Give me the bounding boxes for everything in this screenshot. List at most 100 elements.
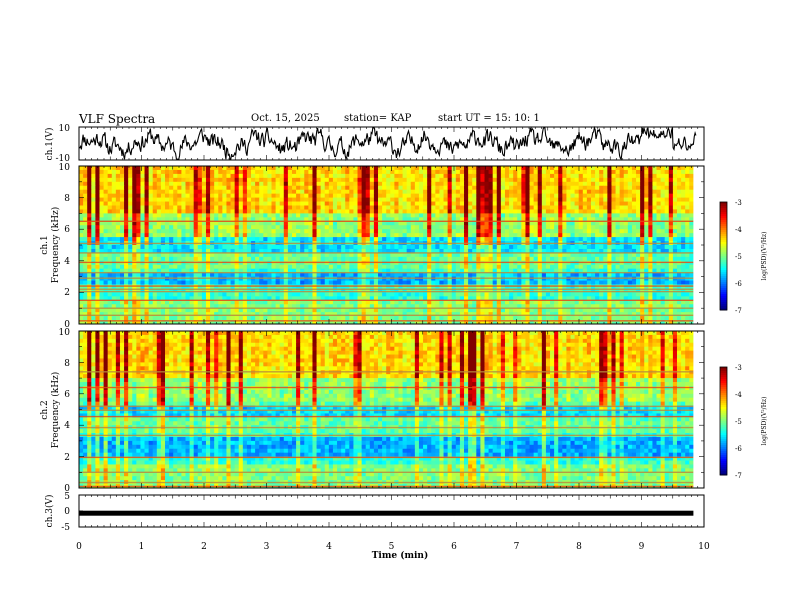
ch1-spectrogram-plot-cell	[476, 256, 481, 262]
ch1-spectrogram-plot-cell	[177, 256, 182, 262]
ch1-spectrogram-plot-cell	[214, 225, 219, 230]
ch1-spectrogram-plot-cell	[197, 272, 203, 277]
ch1-spectrogram-plot-cell	[353, 272, 358, 277]
ch1-spectrogram-plot-cell	[361, 173, 367, 179]
ch1-spectrogram-plot-cell	[644, 209, 649, 214]
ch1-spectrogram-plot-cell	[296, 173, 301, 179]
ch1-spectrogram-plot-cell	[316, 166, 322, 171]
ch1-spectrogram-plot-cell	[529, 221, 535, 226]
ch1-spectrogram-plot-cell	[676, 185, 682, 191]
ch1-spectrogram-plot-cell	[480, 233, 485, 238]
ch1-spectrogram-plot-cell	[537, 233, 543, 238]
ch1-spectrogram-plot-cell	[341, 201, 346, 206]
ch1-spectrogram-plot-cell	[365, 177, 371, 183]
ch1-spectrogram-plot-cell	[664, 169, 670, 175]
ch1-spectrogram-plot-cell	[640, 185, 645, 191]
ch1-spectrogram-plot-cell	[464, 264, 469, 270]
ch1-spectrogram-plot-cell	[488, 229, 494, 234]
ch1-spectrogram-plot-cell	[226, 177, 231, 183]
ch1-spectrogram-plot-cell	[238, 217, 244, 222]
ch1-spectrogram-plot-cell	[488, 185, 494, 191]
ch1-spectrogram-plot-cell	[99, 185, 104, 191]
ch1-spectrogram-plot-cell	[255, 197, 260, 202]
ch1-spectrogram-plot-cell	[648, 213, 653, 218]
ch1-spectrogram-plot-cell	[676, 225, 682, 230]
ch1-spectrogram-plot-cell	[660, 205, 666, 210]
ch1-spectrogram-plot-cell	[91, 173, 96, 179]
ch1-spectrogram-plot-cell	[644, 201, 649, 206]
ch1-spectrogram-plot-cell	[312, 189, 317, 195]
ch1-spectrogram-plot-cell	[337, 256, 342, 262]
ch1-spectrogram-plot-cell	[525, 177, 530, 183]
ch1-spectrogram-plot-cell	[660, 173, 666, 179]
ch1-spectrogram-plot-cell	[386, 217, 391, 222]
ch1-spectrogram-plot-cell	[492, 205, 498, 210]
ch1-spectrogram-plot-cell	[185, 221, 190, 226]
ch1-spectrogram-plot-cell	[578, 189, 584, 195]
ch1-spectrogram-plot-cell	[267, 268, 272, 274]
ch1-spectrogram-plot-cell	[365, 229, 371, 234]
ch1-spectrogram-plot-cell	[144, 205, 150, 210]
ch1-spectrogram-plot-cell	[390, 264, 395, 270]
ch1-spectrogram-plot-cell	[468, 201, 473, 206]
ch1-spectrogram-plot-cell	[369, 166, 375, 171]
ch1-spectrogram-plot-cell	[140, 189, 145, 195]
ch1-spectrogram-plot-cell	[513, 213, 518, 218]
ch1-spectrogram-plot-cell	[599, 280, 604, 285]
ch1-spectrogram-plot-cell	[386, 225, 391, 230]
ch1-spectrogram-plot-cell	[83, 193, 88, 198]
ch1-spectrogram-plot-cell	[160, 201, 166, 206]
ch1-spectrogram-plot-cell	[574, 197, 580, 202]
ch1-spectrogram-plot-cell	[468, 248, 473, 254]
ch1-spectrogram-plot-cell	[128, 237, 133, 242]
ch1-spectrogram-plot-cell	[402, 248, 408, 254]
ch1-spectrogram-plot-cell	[378, 280, 383, 285]
ch1-spectrogram-plot-cell	[349, 177, 354, 183]
ch1-spectrogram-plot-cell	[152, 209, 158, 214]
ch1-spectrogram-plot-cell	[464, 197, 469, 202]
ch1-spectrogram-plot-cell	[676, 169, 682, 175]
ch1-spectrogram-plot-cell	[324, 189, 330, 195]
ch1-spectrogram-plot-cell	[251, 233, 256, 238]
ch1-spectrogram-plot-cell	[398, 209, 403, 214]
ch1-spectrogram-plot-cell	[685, 213, 690, 218]
ch1-spectrogram-plot-cell	[509, 221, 514, 226]
ch1-spectrogram-plot-cell	[328, 268, 334, 274]
ch1-spectrogram-plot-cell	[386, 169, 391, 175]
ch1-spectrogram-plot-cell	[83, 229, 88, 234]
ch1-spectrogram-plot-cell	[87, 268, 92, 274]
ch1-spectrogram-plot-cell	[99, 181, 104, 187]
ch1-spectrogram-plot-cell	[382, 201, 387, 206]
ch1-spectrogram-plot-cell	[414, 268, 420, 274]
ch1-spectrogram-plot-cell	[582, 181, 588, 187]
ch1-spectrogram-plot-cell	[173, 209, 178, 214]
ch1-spectrogram-plot-cell	[234, 205, 240, 210]
ch1-spectrogram-plot-cell	[537, 193, 543, 198]
ch1-spectrogram-plot-cell	[545, 272, 551, 277]
ch1-spectrogram-plot-cell	[353, 166, 358, 171]
ch1-spectrogram-plot-cell	[603, 197, 608, 202]
ch1-spectrogram-plot-cell	[521, 248, 526, 254]
ch1-spectrogram-plot-cell	[316, 189, 322, 195]
ch1-spectrogram-plot-cell	[267, 169, 272, 175]
ch1-spectrogram-plot-cell	[427, 213, 432, 218]
ch1-spectrogram-plot-cell	[185, 264, 190, 270]
ch1-spectrogram-plot-cell	[517, 252, 522, 258]
ch1-spectrogram-plot-cell	[267, 197, 272, 202]
ch1-spectrogram-plot-cell	[349, 245, 354, 250]
ch1-spectrogram-plot-cell	[521, 268, 526, 274]
ch1-spectrogram-plot-cell	[427, 288, 432, 293]
ch1-spectrogram-plot-cell	[353, 229, 358, 234]
ch1-spectrogram-plot-cell	[476, 225, 481, 230]
ch1-spectrogram-plot-cell	[611, 197, 616, 202]
ch1-spectrogram-plot-cell	[128, 209, 133, 214]
ch1-spectrogram-plot-cell	[455, 209, 461, 214]
ch1-spectrogram-plot-cell	[398, 264, 403, 270]
ch1-spectrogram-plot-cell	[464, 272, 469, 277]
ch1-spectrogram-plot-cell	[476, 288, 481, 293]
ch1-spectrogram-plot-cell	[349, 169, 354, 175]
ch1-spectrogram-plot-cell	[500, 185, 506, 191]
ch1-spectrogram-plot-cell	[279, 177, 285, 183]
ch1-spectrogram-plot-cell	[582, 225, 588, 230]
ch1-spectrogram-plot-cell	[111, 185, 117, 191]
